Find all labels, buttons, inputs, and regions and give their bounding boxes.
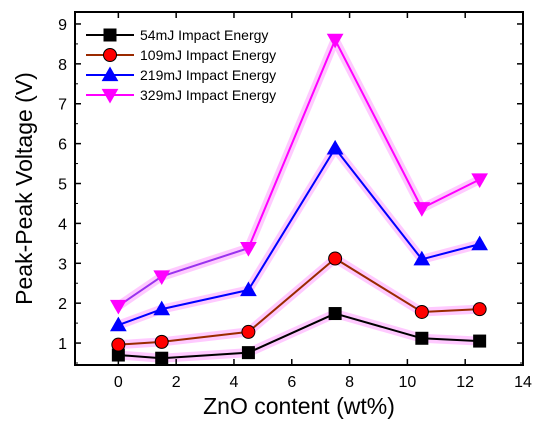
legend-label: 109mJ Impact Energy xyxy=(140,47,276,63)
series-line-segment xyxy=(118,354,162,360)
data-point xyxy=(414,304,429,319)
series-line-segment xyxy=(247,39,337,249)
x-tick-label: 12 xyxy=(456,374,474,391)
legend-marker xyxy=(101,88,119,104)
plot-frame xyxy=(74,11,524,366)
series-line-segment xyxy=(334,147,423,260)
y-axis-title: Peak-Peak Voltage (V) xyxy=(11,72,37,305)
y-tick-label: 1 xyxy=(58,336,67,353)
y-tick-label: 8 xyxy=(58,57,67,74)
data-point xyxy=(473,334,487,348)
series-line-segment xyxy=(421,178,481,210)
legend-label: 329mJ Impact Energy xyxy=(140,87,276,103)
data-point xyxy=(241,346,255,360)
y-tick-label: 6 xyxy=(58,137,67,154)
data-point xyxy=(154,334,169,349)
series-line-segment xyxy=(161,330,249,343)
x-tick-label: 8 xyxy=(345,374,354,391)
legend-marker xyxy=(101,66,119,82)
y-tick-label: 5 xyxy=(58,177,67,194)
series-4 xyxy=(109,33,489,315)
data-point xyxy=(240,281,257,297)
series-line-segment xyxy=(161,289,249,311)
series-line-segment xyxy=(421,308,480,313)
data-point xyxy=(155,351,169,365)
data-point xyxy=(415,331,429,345)
series-line-segment xyxy=(247,147,336,291)
y-tick-label: 3 xyxy=(58,256,67,273)
x-tick-label: 0 xyxy=(114,374,123,391)
plot-background xyxy=(75,12,523,365)
legend-item-1: 54mJ Impact Energy xyxy=(86,27,268,43)
legend-item-4: 329mJ Impact Energy xyxy=(86,87,276,104)
data-point xyxy=(328,251,343,266)
legend-marker xyxy=(103,28,117,42)
data-point xyxy=(413,250,431,266)
x-tick-label: 6 xyxy=(287,374,296,391)
series-line-segment xyxy=(247,257,336,333)
series-line-segment xyxy=(118,308,163,327)
legend: 54mJ Impact Energy 109mJ Impact Energy 219… xyxy=(86,27,276,104)
series-line-segment xyxy=(421,243,480,261)
legend-marker xyxy=(103,48,117,62)
series-line-segment xyxy=(161,247,249,278)
series-line-segment xyxy=(161,351,249,360)
legend-label: 54mJ Impact Energy xyxy=(140,27,268,43)
series-line-segment xyxy=(334,39,423,209)
data-point xyxy=(240,242,257,257)
data-point xyxy=(241,324,256,339)
x-tick-label: 14 xyxy=(514,374,532,391)
legend-item-2: 109mJ Impact Energy xyxy=(86,47,276,63)
series-2 xyxy=(111,251,487,352)
series-line-segment xyxy=(421,337,480,343)
series-line-segment xyxy=(248,312,336,354)
series-line-segment xyxy=(118,340,162,346)
data-point xyxy=(328,307,342,321)
series-1 xyxy=(111,307,487,365)
y-tick-label: 9 xyxy=(58,17,67,34)
legend-item-3: 219mJ Impact Energy xyxy=(86,66,276,83)
data-point xyxy=(109,316,127,332)
series-layer xyxy=(109,33,489,365)
x-tick-label: 10 xyxy=(398,374,416,391)
x-tick-label: 2 xyxy=(172,374,181,391)
data-point xyxy=(472,302,487,317)
data-point xyxy=(153,300,171,316)
y-tick-label: 2 xyxy=(58,296,67,313)
data-point xyxy=(109,299,127,315)
x-axis-title: ZnO content (wt%) xyxy=(203,393,395,419)
x-tick-label: 4 xyxy=(230,374,239,391)
data-point xyxy=(111,337,126,352)
data-point xyxy=(471,173,489,189)
series-3 xyxy=(109,139,489,332)
series-line-segment xyxy=(334,312,423,340)
data-point xyxy=(413,202,431,217)
data-point xyxy=(326,33,344,49)
y-tick-label: 4 xyxy=(58,216,67,233)
y-tick-label: 7 xyxy=(58,97,67,114)
data-point xyxy=(471,235,489,251)
data-point xyxy=(153,270,171,285)
plot-area xyxy=(75,12,523,365)
legend-label: 219mJ Impact Energy xyxy=(140,67,276,83)
series-line-segment xyxy=(334,257,423,313)
data-point xyxy=(326,139,344,155)
